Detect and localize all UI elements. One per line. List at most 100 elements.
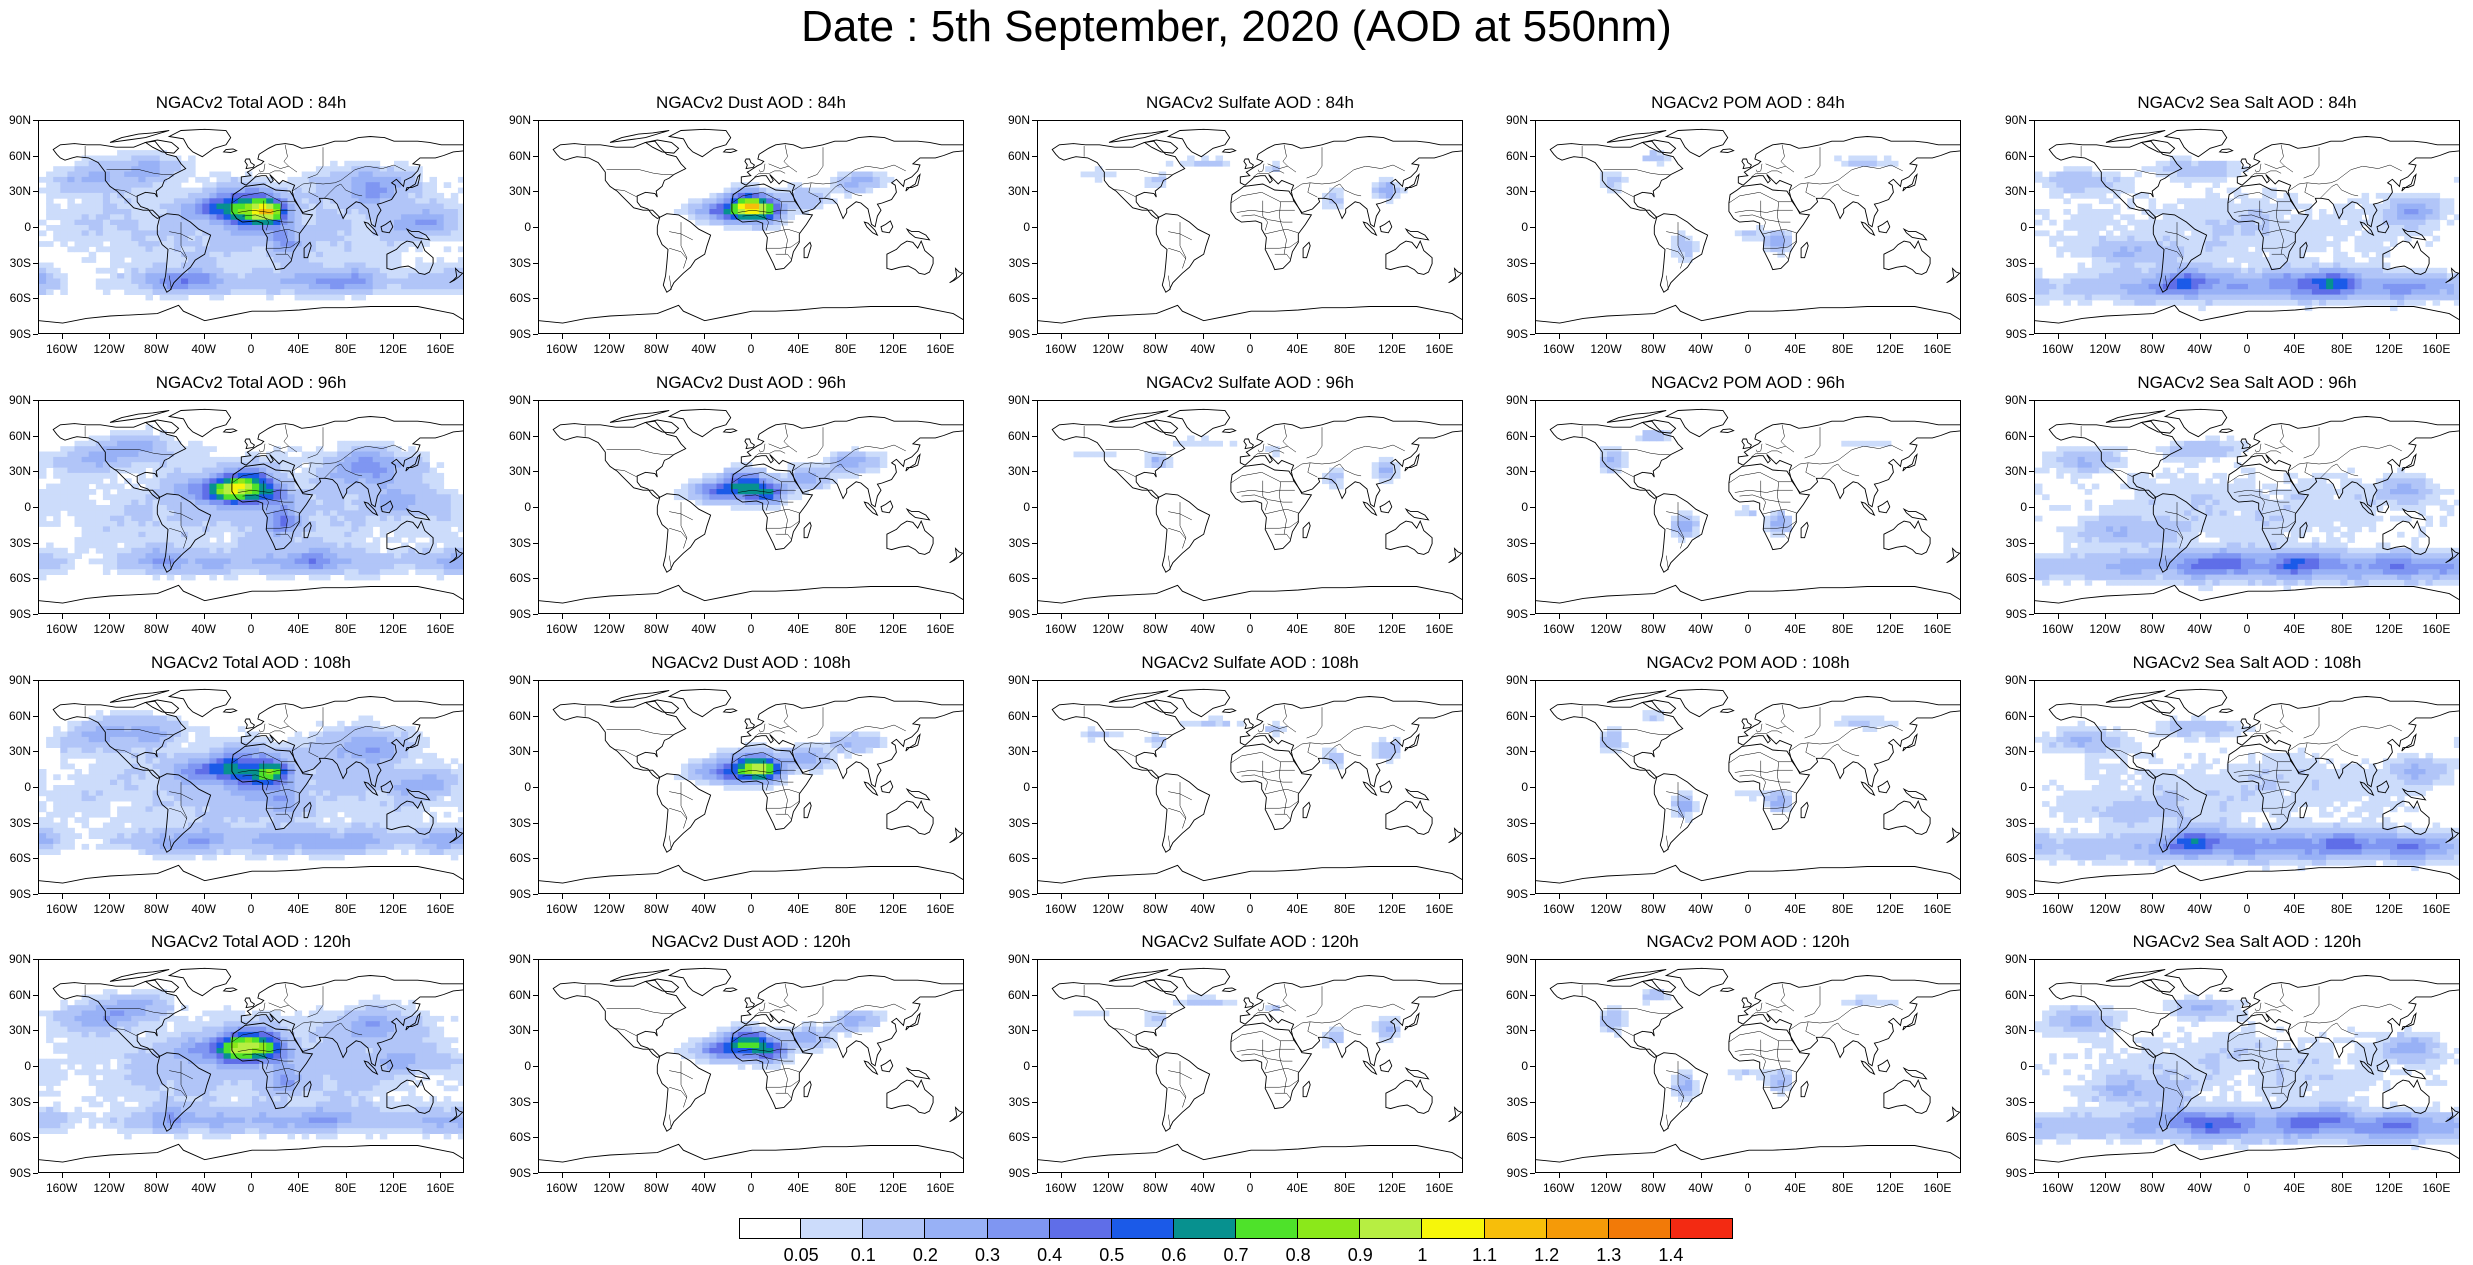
lon-tick-label: 40E [787, 1181, 809, 1195]
lon-tick [703, 614, 705, 619]
coastline-australia [1385, 1078, 1433, 1114]
lat-tick [2029, 1137, 2034, 1139]
lat-tick-label: 0 [2020, 220, 2027, 234]
lon-tick [940, 1173, 942, 1178]
coastline-eurasia [2236, 975, 2459, 1067]
lat-tick-label: 30N [508, 464, 531, 479]
lat-tick-label: 60S [2005, 291, 2027, 306]
lat-tick [2029, 751, 2034, 753]
lon-tick [656, 334, 658, 339]
lon-tick-label: 40E [1286, 1181, 1308, 1195]
lat-tick-label: 90N [2004, 393, 2027, 407]
coastline-borneo [1877, 780, 1891, 794]
lon-tick-label: 80E [1333, 1181, 1356, 1195]
colorbar-label: 0.8 [1285, 1245, 1311, 1265]
lat-tick [1032, 680, 1037, 681]
lat-tick-label: 0 [24, 1059, 31, 1073]
lon-tick [440, 614, 442, 619]
lon-tick [251, 894, 252, 899]
coastline-greenland [667, 688, 732, 718]
lon-tick [1890, 334, 1891, 339]
lon-tick-label: 120E [2374, 1181, 2404, 1195]
lon-tick-label: 120E [1377, 902, 1407, 916]
lat-tick-label: 0 [1521, 500, 1528, 514]
lat-tick-label: 30N [1505, 184, 1528, 199]
lon-tick-label: 160W [1542, 342, 1575, 356]
lon-tick-label: 40E [787, 902, 809, 916]
lat-tick [1032, 822, 1037, 824]
lon-tick [1842, 894, 1844, 899]
lat-tick [1032, 334, 1037, 335]
lat-tick [2029, 715, 2034, 717]
lon-tick-label: 80W [1640, 902, 1666, 916]
coastline-greenland [1166, 967, 1231, 997]
lat-tick-label: 60S [1008, 1130, 1030, 1145]
lat-tick [2029, 471, 2034, 473]
aod-field [673, 171, 895, 231]
coastline-greenland [667, 967, 732, 997]
lon-tick-label: 40E [1784, 342, 1806, 356]
coastline-madagascar [803, 521, 812, 539]
lon-tick [798, 894, 800, 899]
lon-tick [1558, 614, 1560, 619]
lon-tick [1653, 334, 1655, 339]
lon-tick [1606, 614, 1607, 619]
lat-tick [1530, 1101, 1535, 1103]
map-panel-total-0: NGACv2 Total AOD : 84h 90N 60N 30N 0 30S 60S 90… [9, 93, 464, 356]
coastline-greenland [167, 128, 232, 158]
lat-tick [1032, 715, 1037, 717]
coastline-iceland [1719, 428, 1735, 433]
coastline-arctic-islands [1108, 969, 1169, 982]
lon-tick [109, 894, 110, 899]
lat-tick [533, 120, 538, 121]
coastline-sumatra [1362, 501, 1378, 517]
lon-tick-label: 160W [1044, 902, 1077, 916]
lat-tick-label: 90S [2005, 327, 2027, 341]
aod-field [1073, 435, 1401, 490]
lat-tick [2029, 894, 2034, 895]
lon-tick [2057, 614, 2059, 619]
coastline-iceland [1719, 708, 1735, 713]
coastline-madagascar [803, 801, 812, 819]
panel-title: NGACv2 POM AOD : 108h [1646, 653, 1850, 672]
coastline-borneo [880, 1059, 894, 1073]
lon-tick [2389, 894, 2390, 899]
coastline-north-america [2048, 420, 2183, 500]
lon-tick [2247, 1173, 2248, 1178]
lat-tick [2029, 334, 2034, 335]
lat-tick-label: 0 [524, 500, 531, 514]
lon-tick-label: 160E [2422, 622, 2451, 636]
lon-tick-label: 0 [1246, 902, 1254, 916]
map-panel-dust-2: NGACv2 Dust AOD : 108h 90N 60N 30N 0 30S 60S 90… [509, 653, 964, 916]
coastline-borneo [880, 500, 894, 514]
coastline-japan [2401, 733, 2417, 752]
coastline-madagascar [1800, 521, 1809, 539]
lon-tick-label: 40E [1784, 622, 1806, 636]
coastline-new-guinea [2401, 788, 2427, 801]
lat-tick-label: 30S [9, 1094, 31, 1109]
colorbar-swatch [1111, 1218, 1174, 1239]
lat-tick [33, 227, 38, 228]
lon-tick [1297, 334, 1299, 339]
coastline-eurasia [240, 416, 463, 508]
lon-tick [203, 894, 205, 899]
coastline-australia [1883, 239, 1931, 275]
lon-tick [1439, 334, 1441, 339]
lon-tick [345, 334, 347, 339]
lat-tick [2029, 994, 2034, 996]
lon-tick-label: 0 [1246, 342, 1254, 356]
coastline-sumatra [363, 221, 379, 237]
lat-tick-label: 0 [1023, 500, 1030, 514]
lat-tick-label: 60S [9, 851, 31, 866]
lon-tick-label: 0 [1744, 902, 1752, 916]
lon-tick [1392, 334, 1393, 339]
coastline-new-zealand [2445, 267, 2459, 284]
lon-tick-label: 40E [2283, 622, 2305, 636]
lon-tick-label: 120W [2089, 342, 2121, 356]
lat-tick-label: 60N [2004, 987, 2027, 1002]
lat-tick-label: 60N [1505, 148, 1528, 163]
aod-field [2035, 435, 2459, 592]
lon-tick-label: 80W [2139, 1181, 2165, 1195]
colorbar-swatch [1049, 1218, 1112, 1239]
lat-tick [533, 507, 538, 508]
